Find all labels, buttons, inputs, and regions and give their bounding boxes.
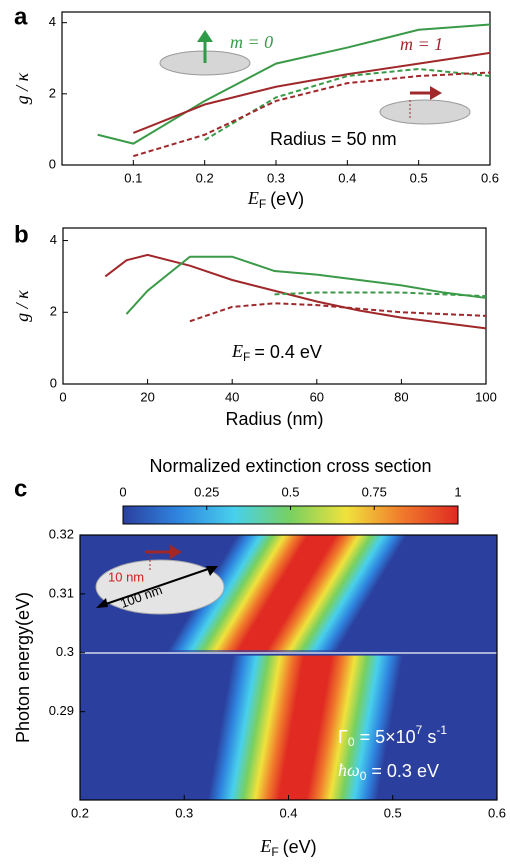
annotation-part: 7: [416, 723, 423, 737]
x-tick-label: 0: [59, 389, 66, 404]
annotation: Radius = 50 nm: [270, 129, 397, 149]
annotation-part: 0: [360, 769, 367, 783]
x-tick-label: 0.6: [488, 805, 506, 820]
annotation: Γ0 = 5×107 s-1: [338, 723, 447, 749]
x-tick-label: 80: [394, 389, 408, 404]
y-tick-label: 0: [49, 156, 56, 171]
x-axis-label: Radius (nm): [225, 409, 323, 429]
series-line: [125, 255, 487, 315]
annotation-part: = 0.3 eV: [366, 761, 439, 781]
y-tick-label: 2: [49, 85, 56, 100]
y-tick-label: 0.3: [56, 644, 74, 659]
x-axis-label: EF (eV): [259, 836, 316, 859]
annotation-part: 0: [348, 735, 355, 749]
annotation-part: = 5×10: [355, 727, 416, 747]
y-axis-label: g / κ: [12, 72, 32, 104]
annotation-part: s: [422, 727, 436, 747]
x-axis-label-part: E: [247, 188, 259, 208]
x-axis-label-part: F: [271, 845, 278, 859]
x-tick-label: 0.1: [124, 170, 142, 185]
x-tick-label: 0.6: [481, 170, 499, 185]
annotation-part: = 0.4 eV: [254, 342, 322, 362]
annotation: EF = 0.4 eV: [231, 341, 322, 364]
x-tick-label: 0.3: [267, 170, 285, 185]
x-tick-label: 0.3: [175, 805, 193, 820]
y-tick-label: 2: [50, 304, 57, 319]
y-tick-label: 4: [49, 14, 56, 29]
plot-frame: [62, 227, 487, 385]
colorbar-tick-label: 0: [119, 484, 126, 499]
x-axis-label-part: (eV): [270, 189, 304, 209]
x-axis-label-part: E: [259, 836, 271, 856]
y-tick-label: 0.29: [49, 703, 74, 718]
inset: [95, 545, 225, 615]
annotation-part: E: [231, 341, 243, 361]
x-tick-label: 0.5: [410, 170, 428, 185]
annotation: 10 nm: [108, 569, 144, 584]
x-tick-label: 60: [310, 389, 324, 404]
y-axis-label: Photon energy(eV): [13, 592, 33, 743]
annotation-part: F: [243, 350, 250, 364]
annotation-part: Γ: [338, 727, 348, 747]
series-line: [104, 253, 487, 330]
disk-icon: [159, 30, 251, 76]
x-tick-label: 0.2: [71, 805, 89, 820]
x-axis-label: EF (eV): [247, 188, 304, 211]
plot-frame: [79, 534, 498, 801]
panel-label: c: [14, 475, 27, 502]
y-axis-label: g / κ: [12, 290, 32, 322]
panel-label: a: [14, 3, 28, 30]
x-tick-label: 40: [225, 389, 239, 404]
series-line: [189, 302, 487, 323]
colorbar-tick-label: 1: [454, 484, 461, 499]
annotation: ħω0 = 0.3 eV: [338, 760, 439, 783]
series-line: [97, 23, 491, 145]
x-tick-label: 0.4: [279, 805, 297, 820]
colorbar-tick-label: 0.25: [194, 484, 219, 499]
disk-icon: [379, 86, 471, 125]
x-tick-label: 100: [475, 389, 497, 404]
annotation: m = 1: [400, 34, 443, 54]
x-tick-label: 0.5: [384, 805, 402, 820]
x-axis-label-part: F: [259, 197, 266, 211]
y-tick-label: 0.31: [49, 585, 74, 600]
panel-label: b: [14, 221, 29, 248]
colorbar-tick-label: 0.5: [281, 484, 299, 499]
y-tick-label: 0.32: [49, 526, 74, 541]
colorbar-title: Normalized extinction cross section: [149, 456, 431, 476]
x-tick-label: 0.2: [196, 170, 214, 185]
x-tick-label: 20: [140, 389, 154, 404]
annotation: m = 0: [230, 32, 273, 52]
x-axis-label-part: (eV): [283, 837, 317, 857]
x-tick-label: 0.4: [338, 170, 356, 185]
colorbar-tick-label: 0.75: [362, 484, 387, 499]
series-line: [132, 51, 491, 134]
y-tick-label: 0: [50, 375, 57, 390]
annotation-part: -1: [436, 723, 447, 737]
series-line: [274, 291, 487, 298]
y-tick-label: 4: [50, 232, 57, 247]
annotation-part: ħω: [338, 760, 360, 780]
